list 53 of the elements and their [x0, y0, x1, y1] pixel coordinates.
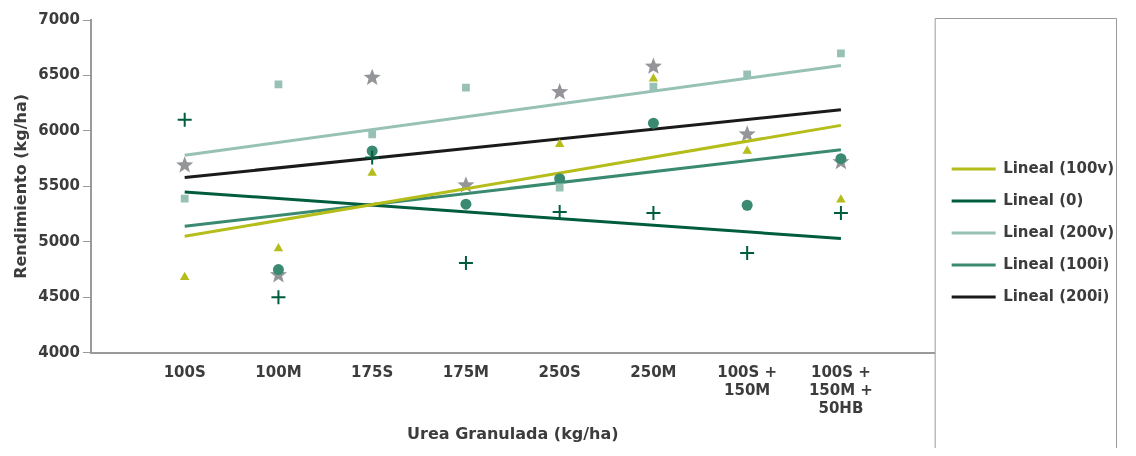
legend-label: Lineal (100v) — [1003, 158, 1115, 177]
point — [743, 70, 752, 79]
point — [554, 138, 565, 147]
point — [270, 289, 287, 306]
x-axis-title: Urea Granulada (kg/ha) — [407, 423, 619, 443]
point — [837, 49, 845, 58]
point — [180, 194, 189, 203]
x-tick-label: 100M — [255, 362, 302, 381]
x-tick-label: 175S — [351, 362, 394, 381]
point — [368, 130, 377, 139]
x-tick-label: 100S + 150M — [717, 362, 778, 399]
y-tick-label: 4000 — [38, 342, 80, 361]
point — [462, 83, 470, 92]
point — [176, 156, 194, 173]
x-tick-label: 250S — [538, 362, 581, 381]
point — [647, 117, 659, 129]
point — [176, 111, 193, 128]
point — [555, 183, 564, 192]
point — [836, 194, 846, 203]
point — [644, 57, 662, 74]
legend-label: Lineal (200i) — [1003, 286, 1110, 305]
point — [742, 145, 752, 154]
legend-label: Lineal (0) — [1003, 190, 1084, 209]
point — [648, 73, 659, 82]
x-tick-label: 250M — [630, 362, 677, 381]
point — [272, 264, 284, 276]
point — [551, 203, 568, 220]
point — [367, 167, 377, 176]
point — [832, 205, 849, 222]
point — [273, 243, 284, 252]
point — [457, 254, 474, 271]
point — [551, 83, 569, 100]
point — [645, 205, 662, 222]
y-tick-label: 4500 — [38, 287, 80, 306]
point — [739, 244, 756, 261]
y-tick-label: 6000 — [38, 120, 80, 139]
y-axis-title: Rendimiento (kg/ha) — [10, 93, 30, 279]
point — [274, 80, 283, 89]
point — [738, 125, 756, 142]
point — [460, 198, 472, 210]
legend-label: Lineal (100i) — [1003, 254, 1110, 273]
point — [179, 271, 190, 281]
y-tick-label: 6500 — [38, 65, 80, 84]
point — [363, 68, 381, 85]
point — [364, 149, 381, 166]
x-tick-label: 100S + 150M + 50HB — [808, 362, 873, 417]
y-tick-label: 5500 — [38, 176, 80, 195]
legend-label: Lineal (200v) — [1003, 222, 1115, 241]
x-tick-label: 175M — [442, 362, 490, 381]
point — [741, 199, 753, 211]
x-tick-label: 100S — [163, 362, 206, 381]
y-tick-label: 7000 — [38, 9, 80, 28]
y-tick-label: 5000 — [38, 231, 80, 250]
